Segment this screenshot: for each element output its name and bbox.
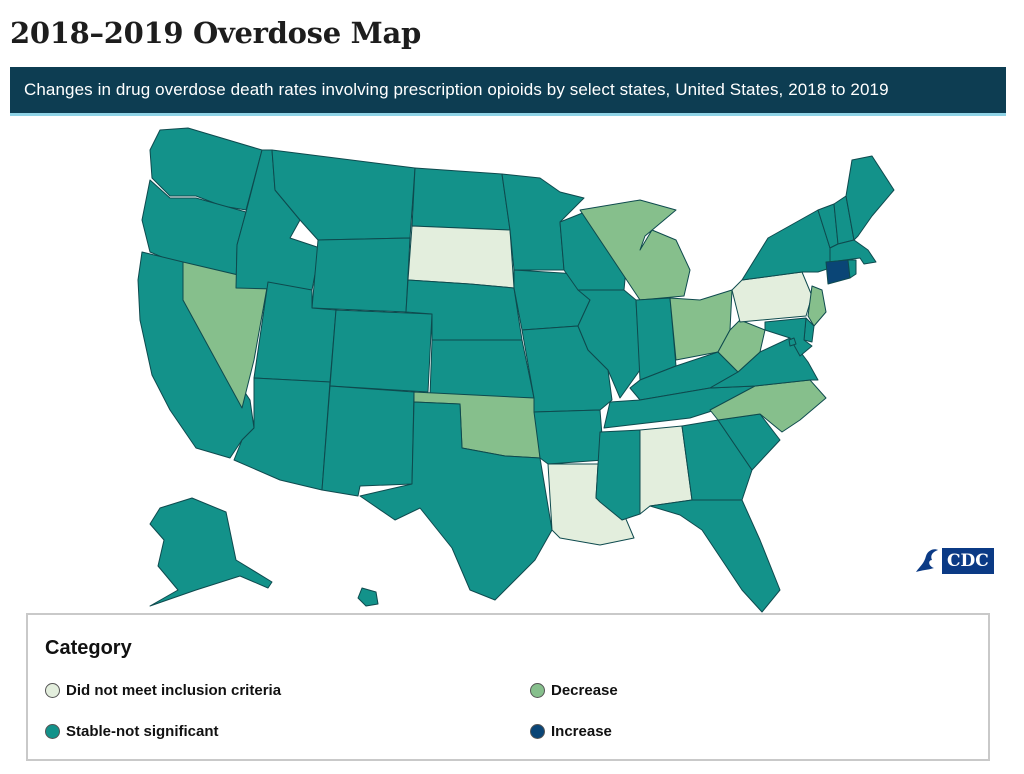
cdc-logo: CDC [912,546,994,576]
subtitle-banner: Changes in drug overdose death rates inv… [10,67,1006,116]
state-tx[interactable] [359,401,553,601]
state-dc[interactable] [788,337,797,347]
hhs-eagle-icon [916,549,938,572]
state-fl[interactable] [649,499,781,613]
us-map [137,127,895,613]
state-hi[interactable] [357,587,379,607]
legend-label-decrease: Decrease [551,682,618,699]
state-ga[interactable] [681,419,753,501]
state-wy[interactable] [311,237,411,313]
state-nd[interactable] [411,167,511,231]
state-mi[interactable] [579,199,691,301]
legend-item-increase: Increase [530,723,612,740]
state-md[interactable] [764,317,813,357]
state-ar[interactable] [533,409,605,465]
state-il[interactable] [577,289,641,399]
state-ct[interactable] [825,259,851,285]
state-co[interactable] [329,309,433,393]
legend-item-not-met: Did not meet inclusion criteria [45,682,281,699]
state-ks[interactable] [429,339,535,399]
state-ny[interactable] [741,209,831,281]
legend-item-stable: Stable-not significant [45,723,219,740]
legend-label-increase: Increase [551,723,612,740]
state-me[interactable] [845,155,895,241]
state-nm[interactable] [321,385,415,497]
subtitle-text: Changes in drug overdose death rates inv… [24,80,889,99]
legend: Category Did not meet inclusion criteria… [26,613,990,761]
swatch-stable [45,724,60,739]
state-ri[interactable] [847,259,857,279]
state-in[interactable] [635,297,677,381]
state-nj[interactable] [807,285,827,327]
legend-label-not-met: Did not meet inclusion criteria [66,682,282,699]
cdc-text: CDC [942,548,994,574]
state-wa[interactable] [149,127,263,211]
page-title: 2018–2019 Overdose Map [10,16,421,50]
swatch-increase [530,724,545,739]
swatch-not-met [45,683,60,698]
legend-title: Category [45,637,132,659]
state-sd[interactable] [407,225,515,289]
swatch-decrease [530,683,545,698]
state-ak[interactable] [149,497,273,607]
legend-item-decrease: Decrease [530,682,618,699]
state-az[interactable] [233,377,331,491]
legend-label-stable: Stable-not significant [66,723,219,740]
